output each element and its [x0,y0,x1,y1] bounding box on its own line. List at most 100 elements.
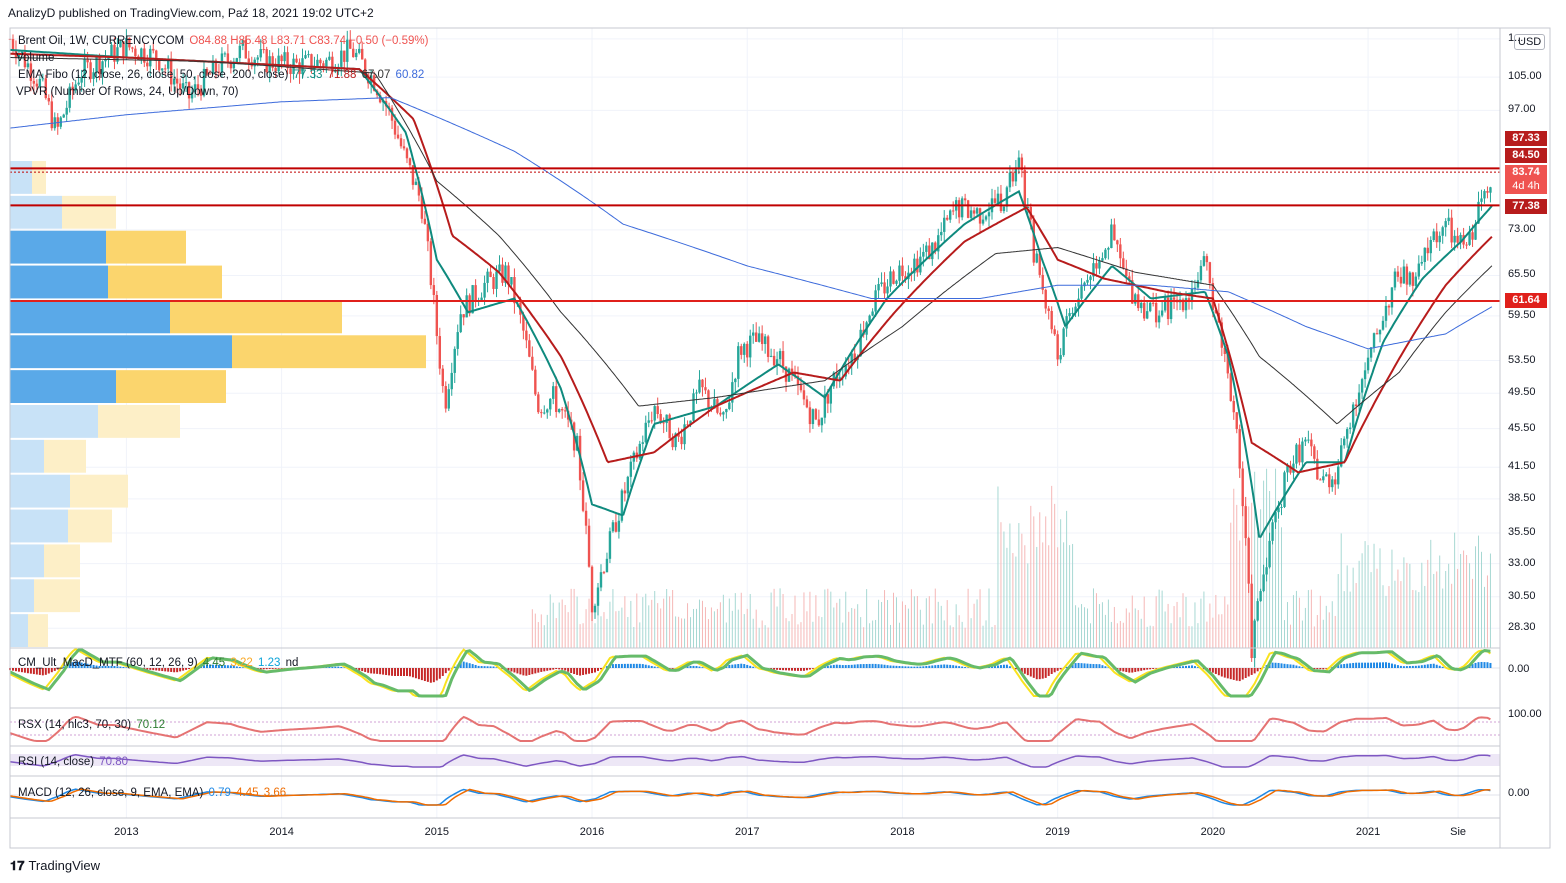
candle-body [1477,201,1480,224]
candle-body [1032,219,1035,263]
candle-body [211,60,215,75]
tradingview-footer[interactable]: 𝟏𝟕 TradingView [10,858,101,873]
legend-vpvr[interactable]: VPVR (Number Of Rows, 24, Up/Down, 70) [16,86,239,98]
candle-body [125,37,128,59]
candle-body [611,522,615,532]
price-tick-label: 30.50 [1508,589,1536,602]
candle-body [1471,232,1474,240]
vpvr-down-bar [32,161,46,194]
candle-body [1402,266,1406,284]
candle-body [522,314,525,331]
candle-body [265,49,268,72]
candle-body [1140,302,1143,309]
candle-body [975,208,979,214]
candle-body [546,409,549,413]
legend-symbol[interactable]: Brent Oil, 1W, CURRENCYCOM O84.88 H85.48… [16,35,428,47]
candle-body [692,393,695,421]
candle-body [1065,316,1068,329]
candle-body [704,387,707,391]
candles [8,29,1492,668]
legend-rsx-name: RSX (14, hlc3, 70, 30) [18,719,132,731]
candle-body [966,200,970,218]
macd-zero-label: 0.00 [1508,787,1530,799]
candle-body [181,83,185,89]
candle-body [1456,235,1459,243]
candle-body [713,399,716,409]
candle-body [1223,347,1227,354]
candle-body [719,412,722,415]
candle-body [17,53,21,59]
candle-body [1289,465,1292,473]
candle-body [486,271,489,283]
candle-body [334,70,337,73]
candle-body [1154,302,1158,323]
legend-macd-ult[interactable]: CM_Ult_MacD_MTF (60, 12, 26, 9) 4.45 3.2… [16,657,298,669]
candle-body [581,480,585,511]
currency-selector[interactable]: USD [1514,34,1546,50]
legend-macd[interactable]: MACD (12, 26, close, 9, EMA, EMA) 0.79 4… [16,787,286,799]
candle-body [361,48,364,60]
candle-body [1319,479,1322,481]
candle-body [1465,244,1468,246]
candle-body [880,282,883,285]
candle-body [1342,438,1346,446]
publisher-header: AnalizyD published on TradingView.com, P… [8,6,374,20]
candle-body [641,442,644,444]
candle-body [483,282,486,298]
candle-body [775,359,779,366]
candle-body [462,314,465,318]
macd-ult-zero-label: 0.00 [1508,663,1530,675]
candle-body [41,78,45,80]
candle-body [686,424,689,426]
candle-body [71,86,74,91]
candle-body [498,264,501,272]
candle-body [1011,172,1015,182]
candle-body [934,242,937,252]
candle-body [116,47,119,62]
legend-rsx[interactable]: RSX (14, hlc3, 70, 30) 70.12 [16,719,165,731]
candle-body [38,78,42,87]
legend-ema[interactable]: EMA Fibo (12, close, 26, close, 50, clos… [16,69,424,81]
candle-body [1345,429,1349,439]
vpvr-up-bar [10,195,62,229]
ema200-line [9,97,1493,350]
volume-bars [531,468,1491,648]
candle-body [695,392,698,394]
candle-body [95,57,98,73]
candle-body [584,510,588,526]
price-label-last: 83.74 [1505,165,1547,180]
legend-volume[interactable]: Volume [16,52,55,64]
legend-rsi[interactable]: RSI (14, close) 70.80 [16,756,128,768]
candle-body [802,390,806,400]
candle-body [238,45,242,59]
candle-body [226,53,230,62]
candle-body [1298,444,1301,463]
candle-body [1274,512,1277,523]
candle-body [650,420,653,422]
candle-body [1035,253,1038,263]
candle-body [1348,427,1352,430]
candle-body [1405,266,1409,285]
legend-rsi-name: RSI (14, close) [18,756,95,768]
candle-body [1134,294,1137,304]
macd-signal-line [9,788,1491,806]
candle-body [883,282,886,294]
candle-body [1366,357,1370,371]
candle-body [1486,191,1489,193]
candle-body [728,402,731,410]
candle-body [346,39,349,62]
candle-body [202,68,206,96]
legend-ema12-value: 77.33 [293,69,323,81]
candle-body [1331,479,1334,488]
candle-body [178,83,182,89]
legend-macd-ult-v4: nd [285,657,299,669]
candle-body [1098,260,1101,269]
candle-body [1116,240,1119,245]
rsx-100-label: 100.00 [1508,708,1542,720]
candle-body [1235,412,1238,430]
legend-macd-ult-v2: 3.22 [230,657,253,669]
candle-body [740,346,743,355]
candle-body [662,422,665,424]
legend-macd-ult-name: CM_Ult_MacD_MTF (60, 12, 26, 9) [18,657,198,669]
